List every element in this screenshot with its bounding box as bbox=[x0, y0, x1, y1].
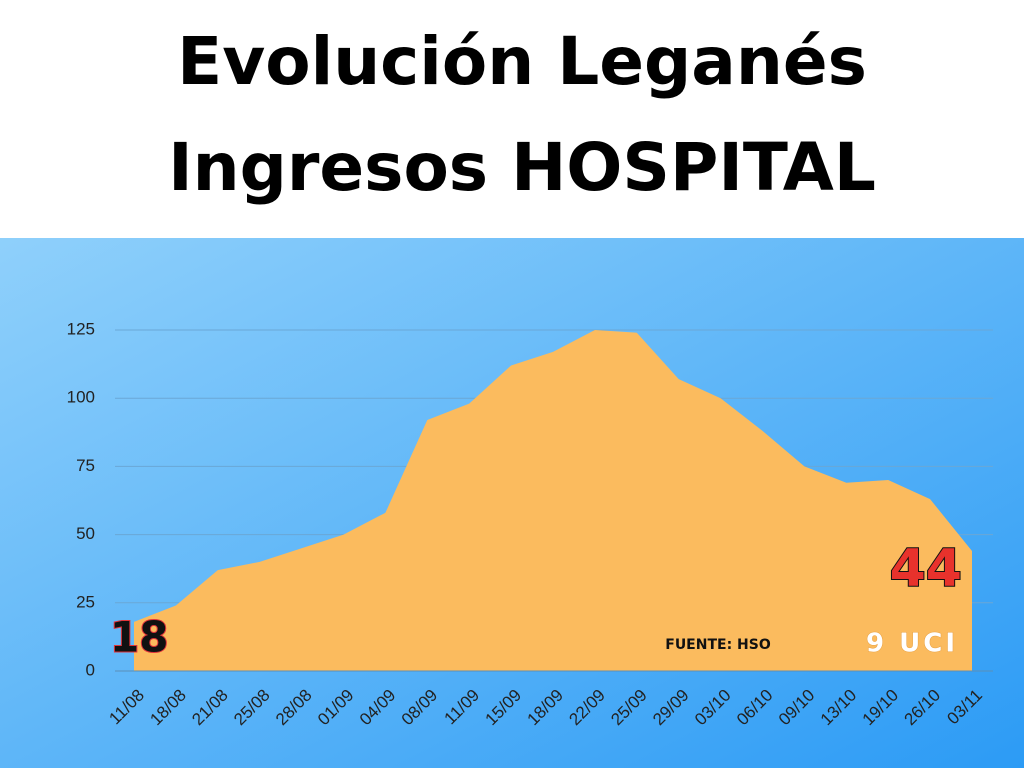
chart-title: Evolución Leganés bbox=[177, 23, 867, 100]
y-tick-label: 25 bbox=[76, 592, 95, 611]
annotation: 9 UCI bbox=[866, 629, 958, 659]
y-tick-label: 100 bbox=[67, 388, 95, 407]
chart-title: Ingresos HOSPITAL bbox=[168, 129, 876, 206]
annotation: 18 bbox=[110, 613, 168, 662]
y-tick-label: 0 bbox=[86, 660, 95, 679]
area bbox=[134, 330, 972, 671]
y-tick-label: 125 bbox=[67, 319, 95, 338]
y-tick-label: 75 bbox=[76, 456, 95, 475]
annotation: 44 bbox=[890, 539, 962, 599]
annotation: FUENTE: HSO bbox=[665, 637, 771, 653]
y-tick-label: 50 bbox=[76, 524, 95, 543]
